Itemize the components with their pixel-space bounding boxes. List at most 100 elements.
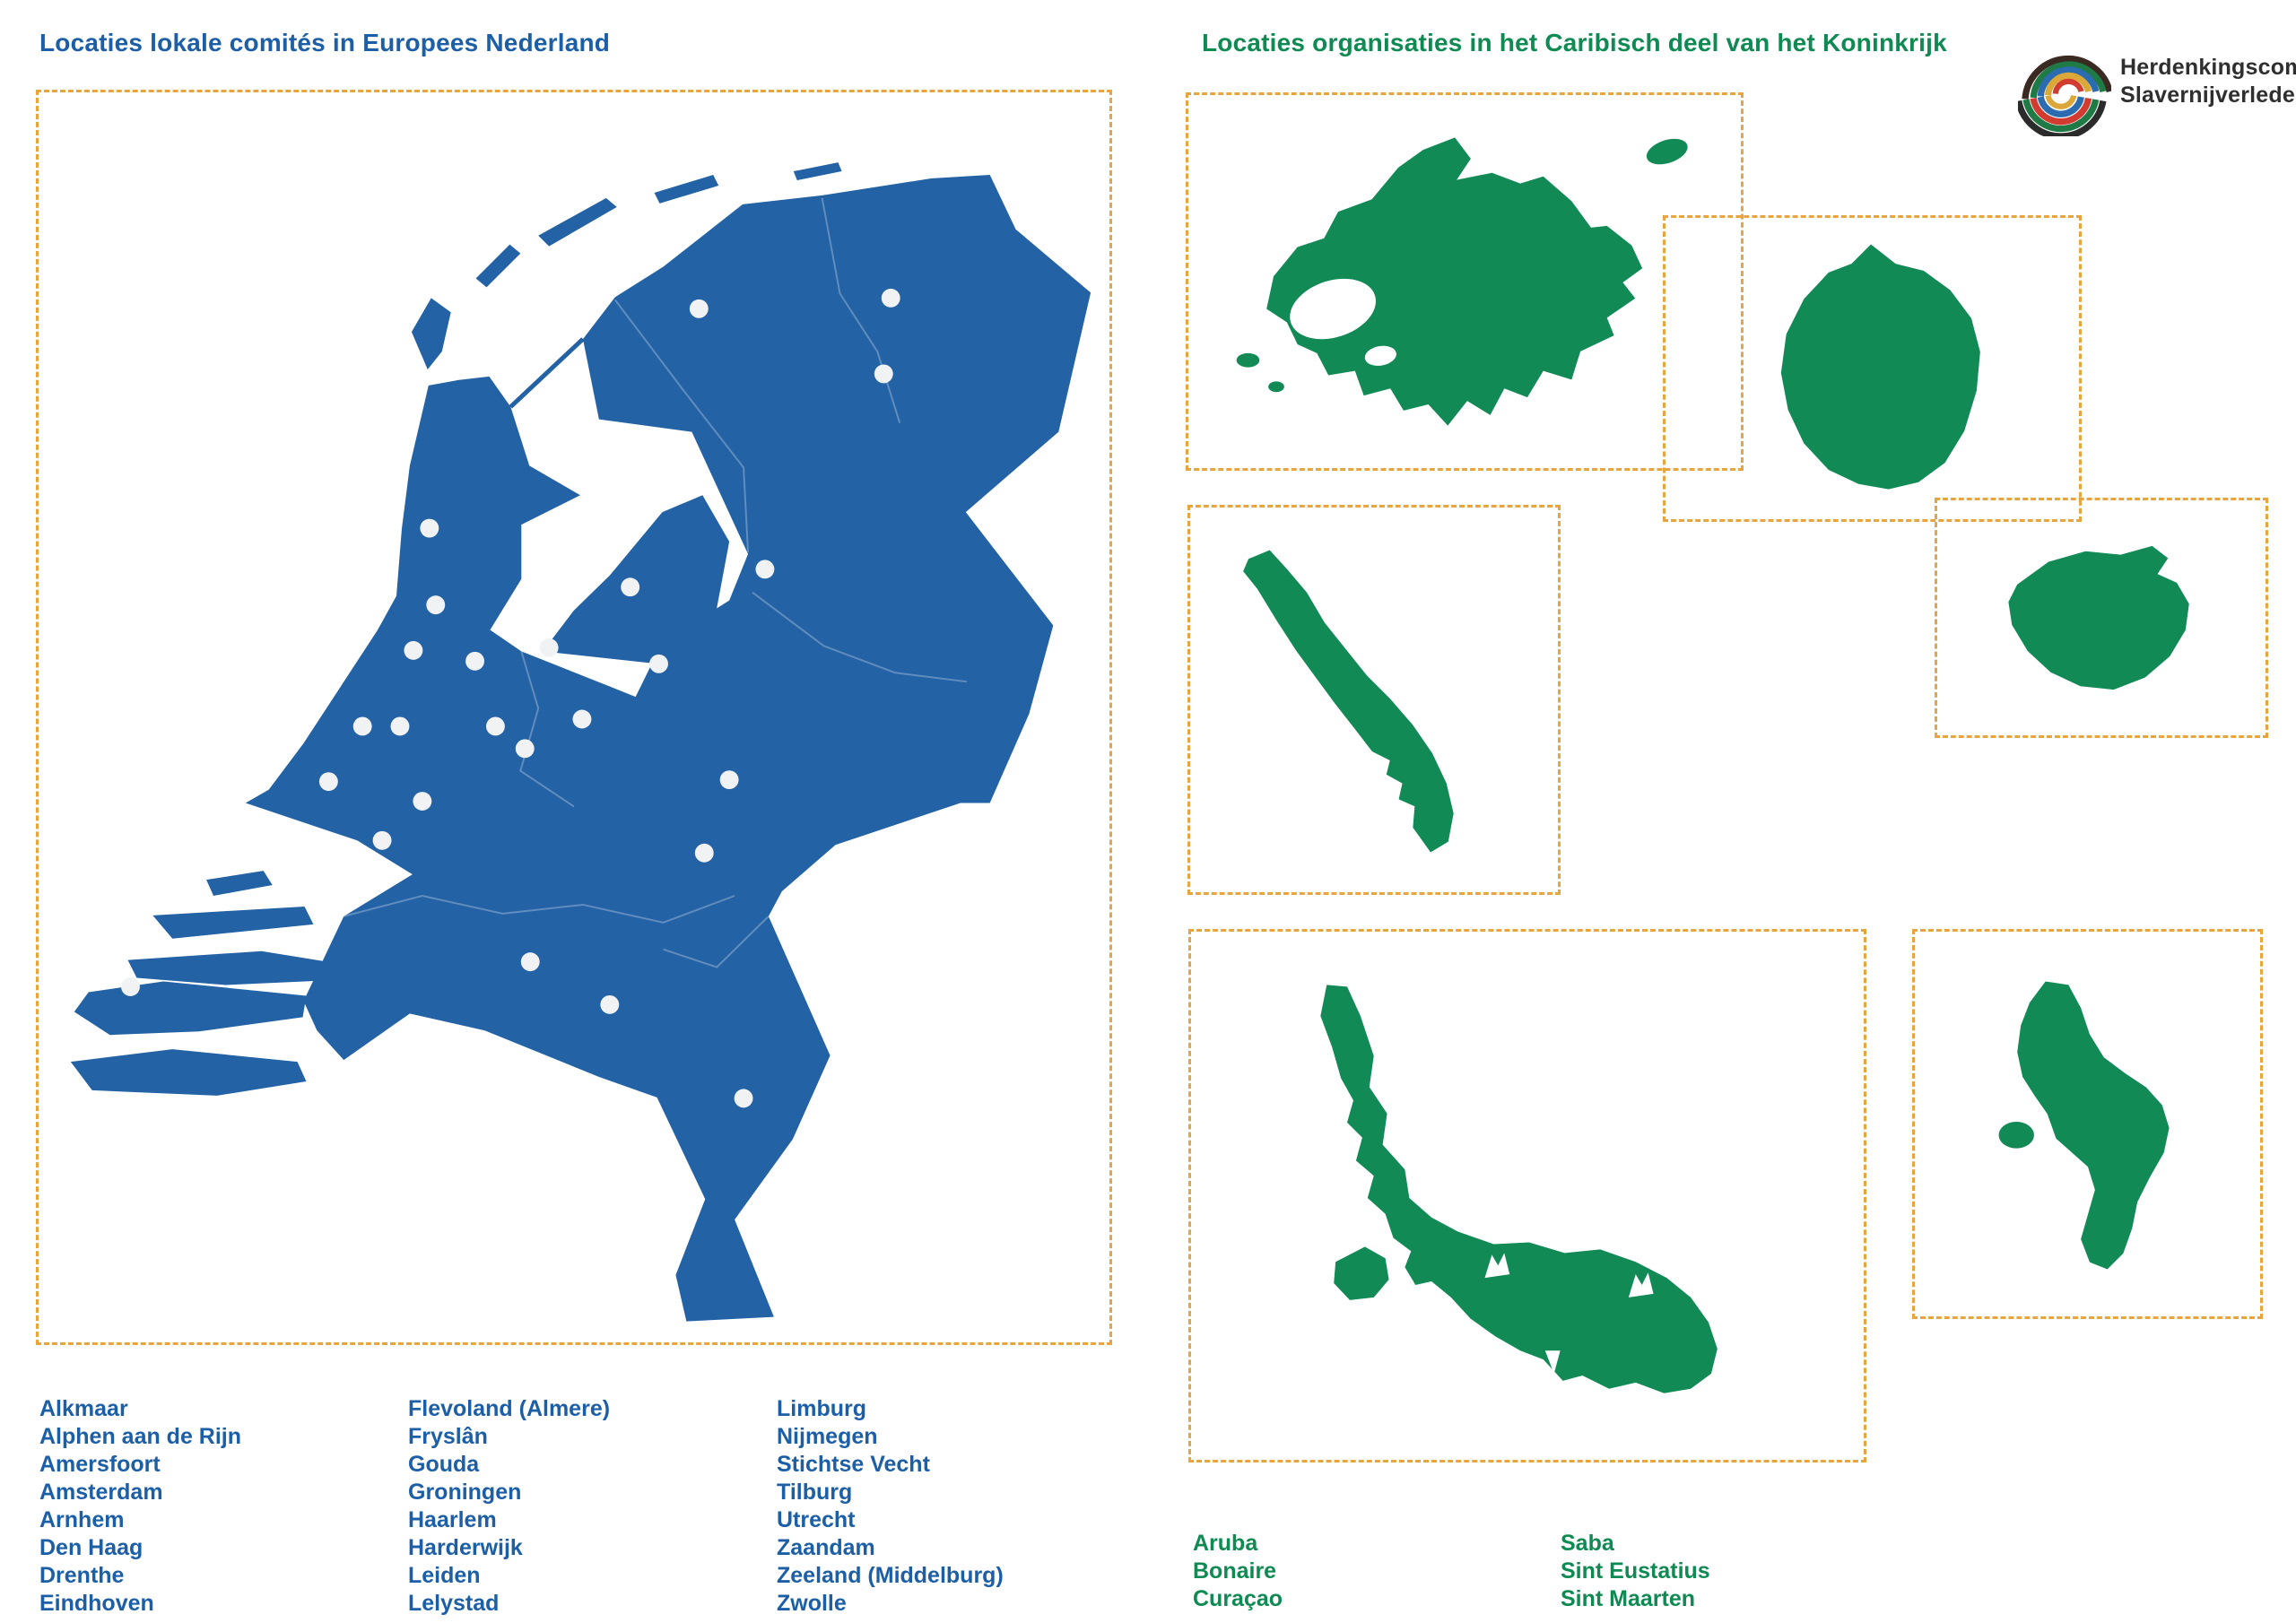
logo-upper-arcs [2022, 55, 2111, 100]
location-item: Zeeland (Middelburg) [777, 1563, 1004, 1588]
aruba-map [1243, 550, 1454, 853]
herdenkingscomite-logo-text: Herdenkingscomité Slavernijverleden [2120, 54, 2296, 109]
committee-location-dot [465, 651, 485, 671]
logo-text-line-1: Herdenkingscomité [2120, 55, 2296, 80]
location-item: Eindhoven [39, 1591, 154, 1616]
location-item: Saba [1561, 1531, 1614, 1556]
aruba-shape [1243, 550, 1454, 853]
location-item: Harderwijk [408, 1535, 523, 1560]
curacao-bay-notch-2 [1628, 1272, 1654, 1298]
logo-text-line-2: Slavernijverleden [2120, 82, 2296, 108]
nl-locations-column-3: Limburg Nijmegen Stichtse Vecht Tilburg Utre… [777, 1395, 1004, 1618]
location-item: Haarlem [408, 1507, 497, 1532]
sint-maarten-islet-ne [1646, 138, 1688, 165]
committee-location-dot [874, 364, 893, 384]
saba-shape [1780, 244, 1980, 490]
caribbean-locations-column-1: Aruba Bonaire Curaçao [1193, 1530, 1283, 1613]
location-item: Stichtse Vecht [777, 1452, 930, 1477]
committee-location-dot [426, 595, 446, 615]
location-item: Gouda [408, 1452, 480, 1477]
curacao-map-box [1188, 929, 1866, 1462]
location-item: Nijmegen [777, 1424, 878, 1449]
committee-dots-layer [121, 288, 900, 1108]
location-item: Alkmaar [39, 1396, 128, 1421]
herdenkingscomite-logo-icon [2018, 55, 2111, 136]
caribbean-map-title: Locaties organisaties in het Caribisch d… [1202, 29, 1947, 56]
nl-locations-column-2: Flevoland (Almere) Fryslân Gouda Groningen H… [408, 1395, 610, 1618]
committee-location-dot [719, 770, 739, 790]
netherlands-mainland-shape [245, 175, 1091, 1322]
sint-eustatius-shape [2008, 545, 2189, 690]
bonaire-map-box [1912, 929, 2263, 1319]
location-item: Bonaire [1193, 1558, 1277, 1584]
location-item: Sint Maarten [1561, 1586, 1696, 1611]
location-item: Zaandam [777, 1535, 875, 1560]
curacao-west-lobe [1334, 1246, 1389, 1300]
committee-location-dot [572, 709, 592, 729]
location-item: Amsterdam [39, 1480, 163, 1505]
location-item: Arnhem [39, 1507, 125, 1532]
location-item: Sint Eustatius [1561, 1558, 1710, 1584]
aruba-map-box [1187, 505, 1561, 895]
committee-location-dot [413, 792, 432, 811]
location-item: Aruba [1193, 1531, 1258, 1556]
location-item: Leiden [408, 1563, 481, 1588]
nl-map-box [36, 90, 1112, 1345]
province-borders [344, 197, 967, 968]
location-item: Tilburg [777, 1480, 853, 1505]
herdenkingscomite-logo: Herdenkingscomité Slavernijverleden [2018, 39, 2296, 143]
committee-location-dot [649, 654, 668, 673]
bonaire-shape [2017, 981, 2170, 1270]
location-item: Amersfoort [39, 1452, 161, 1477]
saba-map-box [1663, 215, 2082, 522]
caribbean-locations-column-2: Saba Sint Eustatius Sint Maarten [1561, 1530, 1710, 1613]
nl-map-title: Locaties lokale comités in Europees Nede… [39, 29, 611, 56]
netherlands-map [70, 162, 1091, 1322]
location-item: Groningen [408, 1480, 522, 1505]
committee-location-dot [390, 716, 410, 736]
committee-location-dot [404, 640, 423, 660]
sint-maarten-map-box [1186, 92, 1744, 471]
curacao-bay-notch-3 [1544, 1350, 1561, 1374]
location-item: Drenthe [39, 1563, 125, 1588]
saba-map [1780, 244, 1980, 490]
location-item: Flevoland (Almere) [408, 1396, 611, 1421]
committee-location-dot [121, 977, 140, 996]
committee-location-dot [352, 716, 372, 736]
location-item: Utrecht [777, 1507, 856, 1532]
committee-location-dot [694, 843, 714, 863]
committee-location-dot [372, 830, 392, 850]
zeeland-delta-islands [70, 871, 334, 1096]
committee-location-dot [755, 560, 775, 579]
flevoland-shape [543, 495, 730, 664]
committee-location-dot [318, 772, 338, 792]
sint-maarten-islet-w1 [1236, 352, 1260, 368]
bonaire-map [1998, 981, 2170, 1270]
location-item: Den Haag [39, 1535, 144, 1560]
curacao-bay-notch-1 [1484, 1253, 1510, 1279]
curacao-map [1320, 985, 1718, 1393]
committee-location-dot [485, 716, 505, 736]
committee-location-dot [621, 577, 640, 597]
sint-maarten-lagoon [1290, 278, 1376, 340]
sint-eustatius-map-box [1935, 498, 2268, 738]
wadden-islands [411, 162, 842, 369]
committee-location-dot [600, 994, 620, 1014]
location-item: Zwolle [777, 1591, 847, 1616]
location-item: Fryslân [408, 1424, 488, 1449]
committee-location-dot [420, 518, 439, 538]
committee-location-dot [734, 1089, 753, 1108]
afsluitdijk-line [509, 337, 585, 409]
committee-location-dot [515, 739, 535, 759]
committee-location-dot [881, 288, 900, 308]
sint-eustatius-map [2008, 545, 2189, 690]
location-item: Alphen aan de Rijn [39, 1424, 242, 1449]
sint-maarten-shape [1266, 137, 1643, 426]
sint-maarten-pond [1364, 345, 1396, 366]
sint-maarten-islet-w2 [1268, 381, 1284, 393]
sint-maarten-map [1236, 137, 1688, 426]
committee-location-dot [539, 638, 559, 657]
curacao-shape [1320, 985, 1718, 1393]
committee-location-dot [520, 952, 540, 972]
committee-location-dot [689, 299, 709, 318]
